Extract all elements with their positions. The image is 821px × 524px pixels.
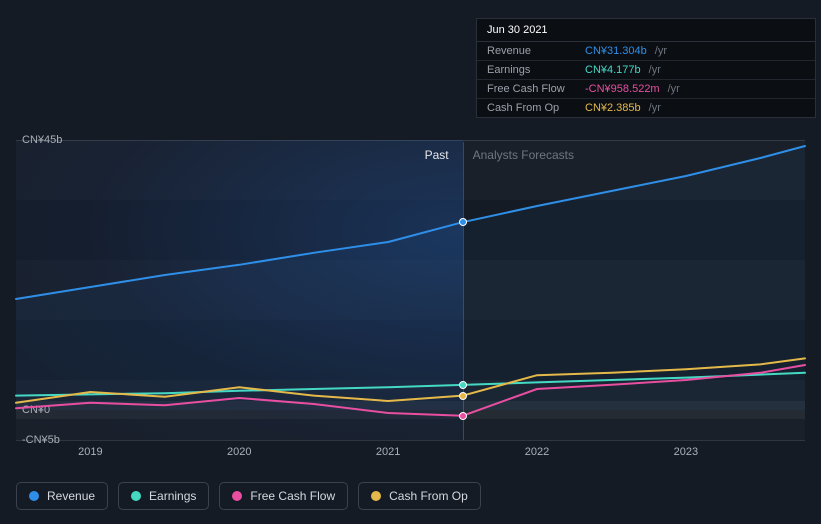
tooltip-row: Free Cash Flow -CN¥958.522m/yr (477, 80, 815, 99)
legend-item-cfo[interactable]: Cash From Op (358, 482, 481, 510)
x-axis-label: 2021 (376, 446, 400, 458)
tooltip-row-unit: /yr (668, 83, 680, 95)
x-axis-label: 2020 (227, 446, 251, 458)
legend-swatch-icon (131, 491, 141, 501)
legend-item-revenue[interactable]: Revenue (16, 482, 108, 510)
tooltip-row: Revenue CN¥31.304b/yr (477, 42, 815, 61)
tooltip-row-unit: /yr (649, 64, 661, 76)
revenue-area (16, 146, 805, 410)
legend-item-label: Revenue (47, 489, 95, 503)
legend-swatch-icon (371, 491, 381, 501)
revenue-hover-marker (459, 218, 467, 226)
legend: Revenue Earnings Free Cash Flow Cash From O… (16, 482, 481, 510)
x-axis-label: 2019 (78, 446, 102, 458)
tooltip-row-label: Revenue (487, 45, 577, 57)
hover-tooltip: Jun 30 2021 RevenueCN¥31.304b/yrEarnings… (476, 18, 816, 118)
legend-item-earnings[interactable]: Earnings (118, 482, 209, 510)
tooltip-row-value: CN¥4.177b (585, 64, 641, 76)
tooltip-row-unit: /yr (649, 102, 661, 114)
plot-bottom-border (16, 440, 805, 441)
x-axis-label: 2023 (674, 446, 698, 458)
tooltip-row-label: Cash From Op (487, 102, 577, 114)
tooltip-row-value: CN¥31.304b (585, 45, 647, 57)
earnings-hover-marker (459, 381, 467, 389)
tooltip-date: Jun 30 2021 (477, 19, 815, 42)
legend-item-label: Free Cash Flow (250, 489, 335, 503)
legend-swatch-icon (232, 491, 242, 501)
tooltip-row-unit: /yr (655, 45, 667, 57)
financial-chart: PastAnalysts ForecastsCN¥45bCN¥0-CN¥5b20… (16, 0, 805, 470)
legend-item-label: Cash From Op (389, 489, 468, 503)
cfo-hover-marker (459, 392, 467, 400)
tooltip-row: Earnings CN¥4.177b/yr (477, 61, 815, 80)
tooltip-row-label: Free Cash Flow (487, 83, 577, 95)
tooltip-row-value: -CN¥958.522m (585, 83, 660, 95)
tooltip-row-value: CN¥2.385b (585, 102, 641, 114)
tooltip-row: Cash From Op CN¥2.385b/yr (477, 99, 815, 117)
x-axis-label: 2022 (525, 446, 549, 458)
fcf-hover-marker (459, 412, 467, 420)
legend-item-fcf[interactable]: Free Cash Flow (219, 482, 348, 510)
legend-item-label: Earnings (149, 489, 196, 503)
tooltip-row-label: Earnings (487, 64, 577, 76)
legend-swatch-icon (29, 491, 39, 501)
